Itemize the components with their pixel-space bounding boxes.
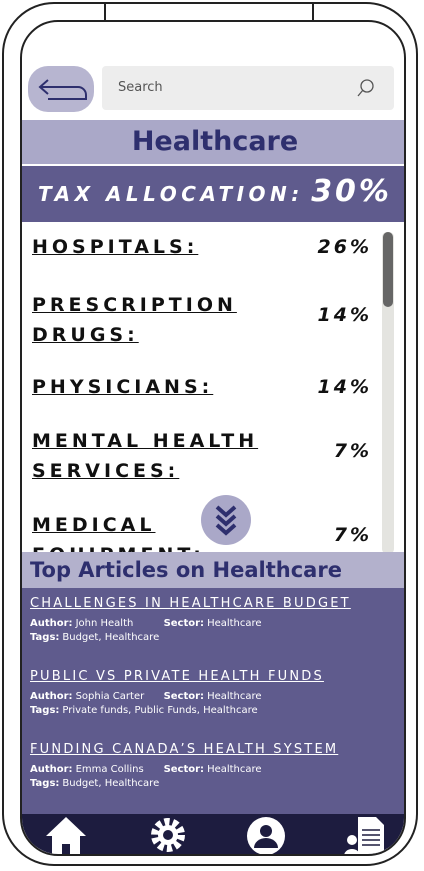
author: Emma Collins (75, 764, 144, 775)
sector: Healthcare (207, 764, 262, 775)
item-percent: 14% (317, 304, 372, 326)
meta-line: Tags: Budget, Healthcare (30, 777, 400, 791)
article: FUNDING CANADA’S HEALTH SYSTEM Author: Emm… (30, 742, 400, 791)
tags: Budget, Healthcare (62, 632, 160, 643)
scroll-down-button[interactable] (200, 494, 252, 546)
article-title[interactable]: FUNDING CANADA’S HEALTH SYSTEM (30, 742, 339, 757)
scroll-thumb[interactable] (383, 232, 393, 307)
author-label: Author: (30, 764, 73, 775)
article: CHALLENGES IN HEALTHCARE BUDGET Author: Jo… (30, 596, 400, 645)
meta-line: Tags: Private funds, Public Funds, Health… (30, 704, 400, 718)
author-label: Author: (30, 691, 73, 702)
sector-label: Sector: (163, 764, 205, 775)
search-box[interactable]: Search (102, 66, 394, 110)
meta-line: Tags: Budget, Healthcare (30, 631, 400, 645)
scroll-track (382, 232, 394, 554)
settings-icon[interactable] (151, 818, 185, 852)
article-meta: Author: John Health Sector: Healthcare Tags:… (30, 617, 400, 645)
screen: Search Healthcare TAX ALLOCATION: 30% HO… (20, 20, 406, 856)
article-title[interactable]: PUBLIC VS PRIVATE HEALTH FUNDS (30, 669, 324, 684)
article: PUBLIC VS PRIVATE HEALTH FUNDS Author: Sop… (30, 669, 400, 718)
allocation-label: TAX ALLOCATION: (38, 182, 304, 206)
sector-label: Sector: (163, 618, 205, 629)
item-percent: 7% (333, 524, 372, 546)
article-meta: Author: Sophia Carter Sector: Healthcare Tag… (30, 690, 400, 718)
tags-label: Tags: (30, 778, 60, 789)
allocation-list: HOSPITALS: 26% PRESCRIPTION DRUGS: 14% PHYSI… (22, 224, 404, 552)
allocation-value: 30% (311, 174, 392, 209)
sector: Healthcare (207, 618, 262, 629)
item-name: MENTAL HEALTH SERVICES: (32, 430, 259, 482)
author-label: Author: (30, 618, 73, 629)
home-icon[interactable] (46, 817, 86, 854)
item-percent: 26% (317, 236, 372, 258)
documents-icon[interactable] (344, 817, 384, 856)
tags-label: Tags: (30, 632, 60, 643)
item-percent: 14% (317, 376, 372, 398)
item-percent: 7% (333, 440, 372, 462)
item-name: HOSPITALS: (32, 236, 199, 258)
meta-line: Author: Emma Collins Sector: Healthcare (30, 763, 400, 777)
author: Sophia Carter (75, 691, 145, 702)
sector-label: Sector: (163, 691, 205, 702)
item-name: PRESCRIPTION DRUGS: (32, 294, 237, 346)
author: John Health (75, 618, 134, 629)
article-meta: Author: Emma Collins Sector: Healthcare Tags… (30, 763, 400, 791)
tags-label: Tags: (30, 705, 60, 716)
meta-line: Author: Sophia Carter Sector: Healthcare (30, 690, 400, 704)
bottom-nav (22, 814, 404, 856)
search-placeholder: Search (118, 80, 163, 95)
tags: Budget, Healthcare (62, 778, 160, 789)
item-name: MEDICAL EQUIPMENT: (32, 514, 201, 552)
profile-icon[interactable] (247, 817, 285, 855)
item-name: PHYSICIANS: (32, 376, 214, 398)
back-button[interactable] (28, 66, 94, 112)
articles-title: Top Articles on Healthcare (22, 552, 404, 588)
phone-frame: Search Healthcare TAX ALLOCATION: 30% HO… (2, 2, 418, 866)
category-title: Healthcare (22, 120, 404, 164)
sector: Healthcare (207, 691, 262, 702)
tags: Private funds, Public Funds, Healthcare (62, 705, 258, 716)
tax-allocation: TAX ALLOCATION: 30% (22, 166, 404, 222)
meta-line: Author: John Health Sector: Healthcare (30, 617, 400, 631)
article-title[interactable]: CHALLENGES IN HEALTHCARE BUDGET (30, 596, 351, 611)
articles-list: CHALLENGES IN HEALTHCARE BUDGET Author: Jo… (22, 588, 404, 814)
